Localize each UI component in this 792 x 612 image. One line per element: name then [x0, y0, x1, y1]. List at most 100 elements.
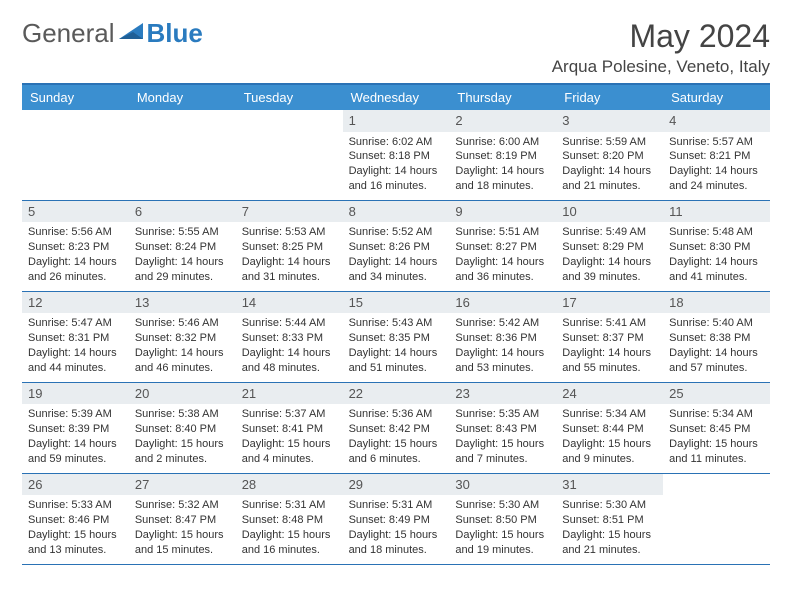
daylight-line-1: Daylight: 14 hours [669, 346, 764, 361]
calendar-day: 5Sunrise: 5:56 AMSunset: 8:23 PMDaylight… [22, 201, 129, 291]
day-number: 14 [236, 292, 343, 314]
daylight-line-2: and 34 minutes. [349, 270, 444, 285]
daylight-line-2: and 53 minutes. [455, 361, 550, 376]
day-number: 12 [22, 292, 129, 314]
sunset-line: Sunset: 8:24 PM [135, 240, 230, 255]
calendar-day: 23 Sunrise: 5:35 AMSunset: 8:43 PMDayligh… [449, 383, 556, 473]
day-number: 31 [556, 474, 663, 496]
daylight-line-2: and 21 minutes. [562, 543, 657, 558]
daylight-line-1: Daylight: 14 hours [242, 255, 337, 270]
calendar-day: 19Sunrise: 5:39 AMSunset: 8:39 PMDayligh… [22, 383, 129, 473]
sunrise-line: Sunrise: 5:57 AM [669, 135, 764, 150]
sunrise-line: Sunrise: 5:47 AM [28, 316, 123, 331]
calendar: SundayMondayTuesdayWednesdayThursdayFrid… [22, 83, 770, 565]
calendar-day: 24Sunrise: 5:34 AMSunset: 8:44 PMDayligh… [556, 383, 663, 473]
calendar-day: 29Sunrise: 5:31 AMSunset: 8:49 PMDayligh… [343, 474, 450, 564]
weekday-label: Thursday [449, 85, 556, 110]
sunset-line: Sunset: 8:31 PM [28, 331, 123, 346]
sunset-line: Sunset: 8:43 PM [455, 422, 550, 437]
month-title: May 2024 [552, 18, 770, 55]
daylight-line-2: and 19 minutes. [455, 543, 550, 558]
sunrise-line: Sunrise: 5:48 AM [669, 225, 764, 240]
sunset-line: Sunset: 8:19 PM [455, 149, 550, 164]
calendar-day: 2Sunrise: 6:00 AMSunset: 8:19 PMDaylight… [449, 110, 556, 200]
sunrise-line: Sunrise: 5:49 AM [562, 225, 657, 240]
sunset-line: Sunset: 8:44 PM [562, 422, 657, 437]
calendar-day: 6Sunrise: 5:55 AMSunset: 8:24 PMDaylight… [129, 201, 236, 291]
calendar-empty [663, 474, 770, 564]
daylight-line-2: and 24 minutes. [669, 179, 764, 194]
sunrise-line: Sunrise: 5:36 AM [349, 407, 444, 422]
sunrise-line: Sunrise: 5:37 AM [242, 407, 337, 422]
weekday-label: Wednesday [343, 85, 450, 110]
daylight-line-1: Daylight: 14 hours [28, 346, 123, 361]
sunrise-line: Sunrise: 5:31 AM [242, 498, 337, 513]
sunrise-line: Sunrise: 5:35 AM [455, 407, 550, 422]
daylight-line-1: Daylight: 15 hours [349, 528, 444, 543]
day-number: 7 [236, 201, 343, 223]
sunset-line: Sunset: 8:48 PM [242, 513, 337, 528]
daylight-line-2: and 46 minutes. [135, 361, 230, 376]
daylight-line-1: Daylight: 14 hours [455, 346, 550, 361]
sunset-line: Sunset: 8:39 PM [28, 422, 123, 437]
day-number: 18 [663, 292, 770, 314]
daylight-line-1: Daylight: 14 hours [135, 346, 230, 361]
calendar-day: 21Sunrise: 5:37 AMSunset: 8:41 PMDayligh… [236, 383, 343, 473]
daylight-line-2: and 7 minutes. [455, 452, 550, 467]
calendar-day: 27Sunrise: 5:32 AMSunset: 8:47 PMDayligh… [129, 474, 236, 564]
daylight-line-2: and 31 minutes. [242, 270, 337, 285]
daylight-line-1: Daylight: 15 hours [28, 528, 123, 543]
day-number: 13 [129, 292, 236, 314]
daylight-line-2: and 2 minutes. [135, 452, 230, 467]
sunrise-line: Sunrise: 5:53 AM [242, 225, 337, 240]
calendar-week: 19Sunrise: 5:39 AMSunset: 8:39 PMDayligh… [22, 383, 770, 474]
calendar-day: 8Sunrise: 5:52 AMSunset: 8:26 PMDaylight… [343, 201, 450, 291]
day-number: 22 [343, 383, 450, 405]
sunset-line: Sunset: 8:37 PM [562, 331, 657, 346]
daylight-line-1: Daylight: 14 hours [28, 437, 123, 452]
calendar-day: 31Sunrise: 5:30 AMSunset: 8:51 PMDayligh… [556, 474, 663, 564]
sunrise-line: Sunrise: 5:30 AM [562, 498, 657, 513]
daylight-line-2: and 41 minutes. [669, 270, 764, 285]
day-number: 15 [343, 292, 450, 314]
weekday-label: Sunday [22, 85, 129, 110]
calendar-day: 20Sunrise: 5:38 AMSunset: 8:40 PMDayligh… [129, 383, 236, 473]
calendar-empty [22, 110, 129, 200]
sunrise-line: Sunrise: 5:43 AM [349, 316, 444, 331]
sunrise-line: Sunrise: 5:32 AM [135, 498, 230, 513]
daylight-line-2: and 15 minutes. [135, 543, 230, 558]
day-number: 2 [449, 110, 556, 132]
sunrise-line: Sunrise: 5:31 AM [349, 498, 444, 513]
weekday-label: Monday [129, 85, 236, 110]
calendar-day: 18Sunrise: 5:40 AMSunset: 8:38 PMDayligh… [663, 292, 770, 382]
sunset-line: Sunset: 8:20 PM [562, 149, 657, 164]
calendar-day: 3Sunrise: 5:59 AMSunset: 8:20 PMDaylight… [556, 110, 663, 200]
calendar-day: 14Sunrise: 5:44 AMSunset: 8:33 PMDayligh… [236, 292, 343, 382]
calendar-day: 7Sunrise: 5:53 AMSunset: 8:25 PMDaylight… [236, 201, 343, 291]
daylight-line-1: Daylight: 15 hours [562, 528, 657, 543]
daylight-line-1: Daylight: 14 hours [349, 255, 444, 270]
daylight-line-1: Daylight: 14 hours [562, 164, 657, 179]
daylight-line-2: and 26 minutes. [28, 270, 123, 285]
calendar-empty [236, 110, 343, 200]
day-number: 23 [449, 383, 556, 405]
sunrise-line: Sunrise: 6:02 AM [349, 135, 444, 150]
daylight-line-2: and 29 minutes. [135, 270, 230, 285]
sunset-line: Sunset: 8:36 PM [455, 331, 550, 346]
calendar-day: 15Sunrise: 5:43 AMSunset: 8:35 PMDayligh… [343, 292, 450, 382]
sunrise-line: Sunrise: 5:55 AM [135, 225, 230, 240]
sunset-line: Sunset: 8:23 PM [28, 240, 123, 255]
sunset-line: Sunset: 8:18 PM [349, 149, 444, 164]
daylight-line-2: and 13 minutes. [28, 543, 123, 558]
daylight-line-1: Daylight: 14 hours [455, 255, 550, 270]
calendar-day: 26Sunrise: 5:33 AMSunset: 8:46 PMDayligh… [22, 474, 129, 564]
sunrise-line: Sunrise: 5:59 AM [562, 135, 657, 150]
daylight-line-2: and 18 minutes. [455, 179, 550, 194]
logo-text-blue: Blue [147, 18, 203, 49]
calendar-empty [129, 110, 236, 200]
calendar-day: 28Sunrise: 5:31 AMSunset: 8:48 PMDayligh… [236, 474, 343, 564]
sunset-line: Sunset: 8:35 PM [349, 331, 444, 346]
daylight-line-2: and 4 minutes. [242, 452, 337, 467]
daylight-line-1: Daylight: 15 hours [455, 437, 550, 452]
daylight-line-2: and 59 minutes. [28, 452, 123, 467]
